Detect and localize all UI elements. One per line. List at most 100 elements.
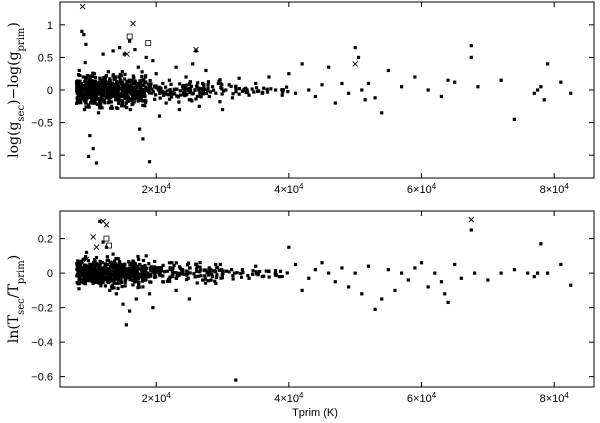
data-point: [100, 267, 104, 271]
data-point: [80, 261, 84, 265]
data-point: [380, 297, 384, 301]
data-point: [103, 85, 107, 89]
data-point: [98, 76, 102, 80]
data-point: [360, 292, 364, 296]
data-point: [119, 270, 124, 274]
data-point: [158, 271, 162, 276]
data-point: [293, 91, 298, 95]
data-point: [97, 86, 101, 90]
data-point: [214, 91, 218, 95]
data-point: [122, 275, 127, 279]
data-point: [94, 84, 99, 88]
data-point: [218, 262, 222, 267]
data-point: [131, 283, 135, 287]
data-point: [175, 274, 179, 278]
data-point: [78, 91, 82, 95]
data-point: [83, 96, 87, 100]
data-point: [94, 270, 99, 274]
data-point: [139, 273, 144, 277]
data-point: [264, 269, 268, 273]
data-point: [161, 90, 165, 94]
data-point: [186, 261, 191, 265]
data-point: [281, 88, 285, 92]
data-point: [100, 81, 105, 86]
data-point: [123, 104, 127, 108]
data-point: [178, 93, 183, 97]
data-point: [205, 270, 209, 275]
data-point: [83, 99, 87, 103]
data-point: [320, 83, 324, 87]
data-point: [443, 292, 447, 296]
data-point: [143, 104, 147, 108]
data-point: [115, 98, 119, 102]
data-point: [100, 270, 104, 274]
data-point: [135, 266, 139, 270]
data-point: [280, 93, 284, 97]
data-point: [244, 90, 248, 95]
data-point: [360, 88, 364, 92]
data-point: [140, 279, 144, 283]
data-point: [121, 274, 125, 279]
data-point: [210, 85, 215, 89]
data-point: [104, 74, 109, 78]
data-point: [102, 98, 106, 102]
data-point: [114, 94, 118, 98]
data-point: [101, 52, 105, 56]
data-point: [127, 88, 131, 92]
data-point: [124, 275, 128, 279]
data-point: [75, 263, 79, 267]
data-point: [153, 259, 157, 264]
data-point: [101, 94, 105, 98]
data-point: [208, 90, 213, 94]
data-point: [168, 93, 172, 97]
data-point: [108, 288, 112, 292]
data-point: [202, 86, 206, 91]
y-tick-label: −0.5: [31, 118, 53, 130]
data-point: [145, 266, 149, 270]
data-point: [260, 91, 264, 95]
y-tick-label: 1: [47, 20, 53, 32]
data-point: [499, 78, 503, 82]
data-point: [108, 92, 113, 96]
data-point: [135, 268, 139, 272]
data-point: [128, 270, 133, 274]
data-point: [217, 80, 221, 84]
data-point: [287, 245, 291, 249]
data-point: [132, 276, 137, 280]
data-point: [144, 99, 148, 103]
data-point: [94, 255, 99, 260]
data-point: [204, 268, 208, 272]
data-point: [167, 277, 172, 281]
data-point: [426, 88, 430, 92]
data-point: [121, 272, 125, 276]
data-point: [220, 269, 225, 273]
data-point: [151, 59, 155, 63]
data-point: [140, 268, 145, 272]
data-point: [140, 70, 144, 74]
data-point: [128, 91, 132, 95]
data-point: [131, 74, 135, 78]
data-point: [141, 103, 145, 107]
data-point: [117, 275, 121, 280]
data-point: [164, 85, 168, 89]
data-point: [88, 262, 92, 267]
data-point: [195, 264, 199, 268]
data-point: [413, 75, 417, 79]
data-point: [472, 271, 477, 275]
data-point: [118, 261, 122, 265]
data-point: [132, 76, 136, 80]
data-point: [536, 88, 540, 92]
data-point: [250, 87, 254, 91]
data-point: [133, 47, 137, 52]
data-point: [81, 75, 85, 79]
x-axis-label: Tprim (K): [292, 407, 338, 419]
data-point: [235, 271, 239, 275]
data-point: [209, 278, 213, 282]
data-point: [284, 85, 289, 89]
data-point: [94, 161, 99, 165]
data-point: [129, 85, 134, 89]
data-point: [144, 254, 148, 258]
data-point: [141, 99, 145, 103]
data-point: [286, 89, 290, 94]
data-point: [182, 87, 186, 91]
